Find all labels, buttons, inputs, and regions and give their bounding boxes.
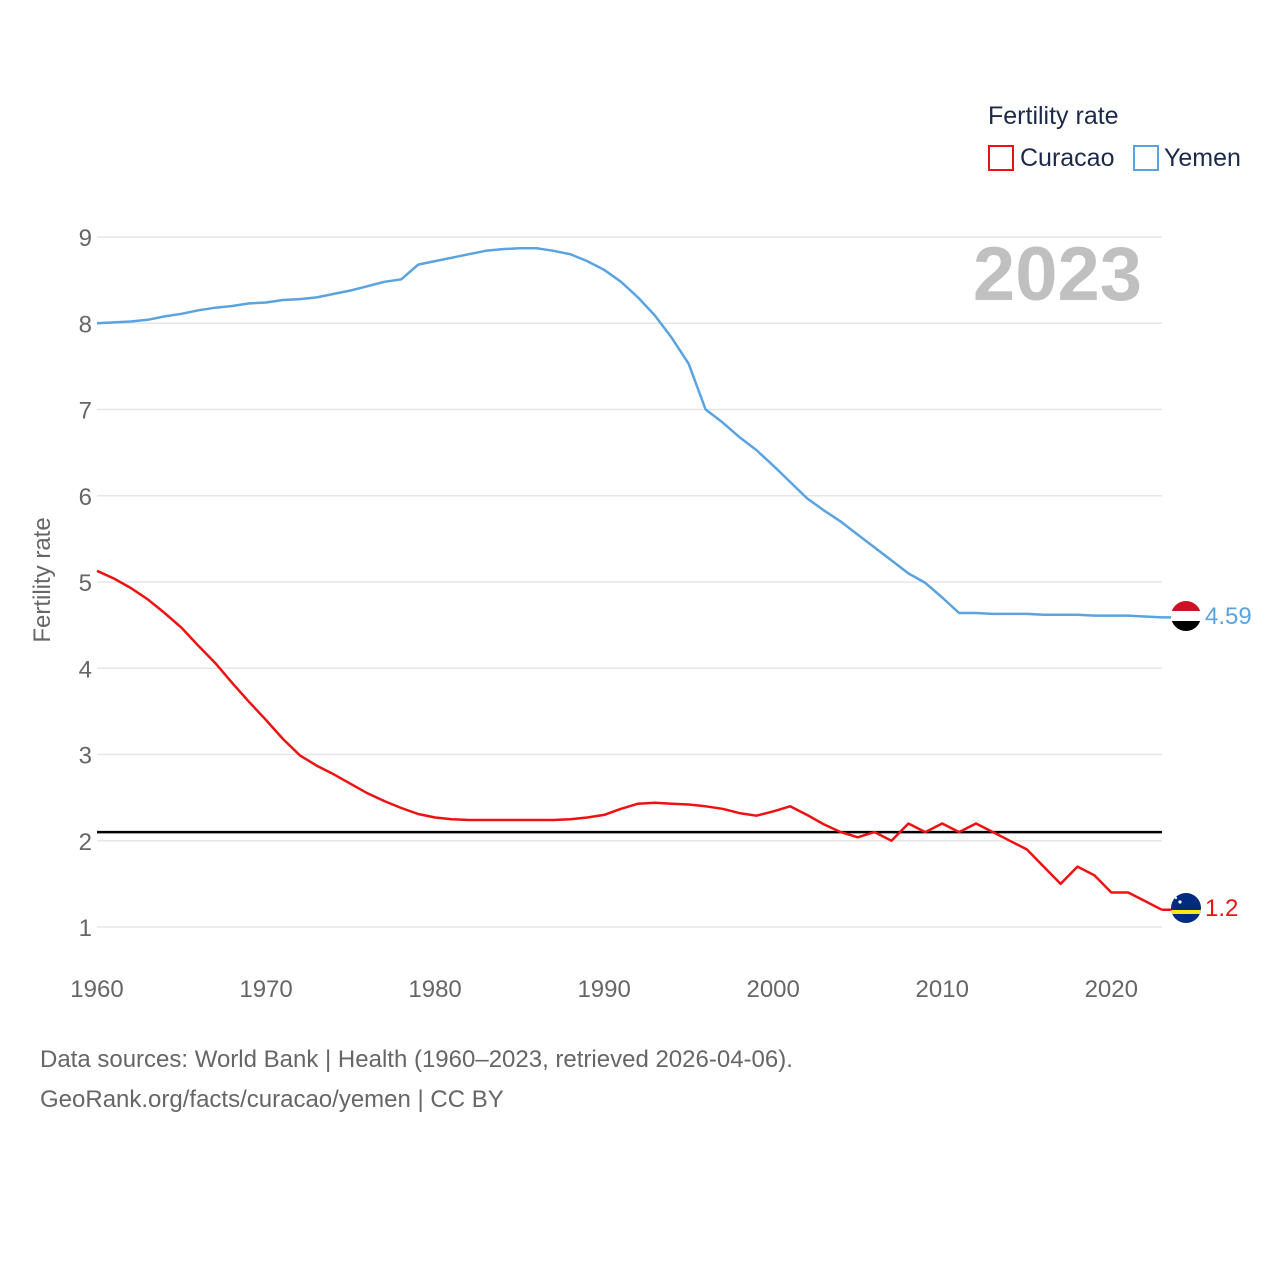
legend-title: Fertility rate [988,102,1119,130]
grid [97,236,1162,928]
end-label-yemen: 4.59 [1205,603,1252,630]
y-tick-label: 8 [79,311,92,338]
x-tick-label: 1980 [408,976,461,1003]
legend-label-curacao[interactable]: Curacao [1020,144,1115,172]
x-tick-label: 1960 [70,976,123,1003]
x-axis: 1960 1970 1980 1990 2000 2010 2020 [70,976,1138,1003]
y-tick-label: 6 [79,484,92,511]
x-tick-label: 2000 [746,976,799,1003]
source-line: Data sources: World Bank | Health (1960–… [40,1046,793,1073]
x-tick-label: 2010 [916,976,969,1003]
y-tick-label: 1 [79,915,92,942]
legend-swatch-curacao[interactable] [988,145,1014,171]
y-tick-label: 4 [79,656,92,683]
y-axis-title: Fertility rate [29,517,56,642]
y-axis: 1 2 3 4 5 6 7 8 9 [79,225,92,942]
x-tick-label: 1970 [239,976,292,1003]
y-tick-label: 7 [79,398,92,425]
x-tick-label: 1990 [577,976,630,1003]
yemen-flag-icon [1171,601,1201,631]
y-tick-label: 5 [79,570,92,597]
x-tick-label: 2020 [1085,976,1138,1003]
credit-line[interactable]: GeoRank.org/facts/curacao/yemen | CC BY [40,1086,504,1113]
y-tick-label: 3 [79,743,92,770]
end-label-curacao: 1.2 [1205,895,1238,922]
y-tick-label: 9 [79,225,92,252]
legend-swatch-yemen[interactable] [1133,145,1159,171]
series-line-yemen [96,246,1163,619]
source-note: Data sources: World Bank | Health (1960–… [40,1040,793,1120]
y-tick-label: 2 [79,829,92,856]
year-label: 2023 [973,232,1142,317]
curacao-flag-icon [1171,893,1201,923]
legend: Fertility rate Curacao Yemen [988,102,1241,172]
series-line-curacao [96,569,1163,911]
legend-label-yemen[interactable]: Yemen [1164,144,1241,172]
series-lines [96,246,1172,911]
